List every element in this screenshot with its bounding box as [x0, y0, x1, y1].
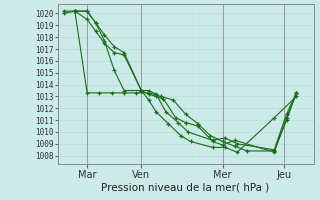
- X-axis label: Pression niveau de la mer( hPa ): Pression niveau de la mer( hPa ): [101, 182, 270, 192]
